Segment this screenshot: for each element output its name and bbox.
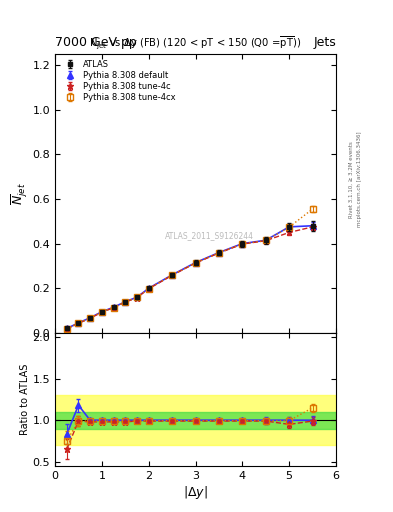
X-axis label: $|\Delta y|$: $|\Delta y|$ — [183, 483, 208, 501]
Text: N$_\mathregular{jet}$ vs $\Delta$y (FB) (120 < pT < 150 (Q0 =$\overline{\rm pT}$: N$_\mathregular{jet}$ vs $\Delta$y (FB) … — [90, 34, 301, 51]
Y-axis label: $\overline{N}_{jet}$: $\overline{N}_{jet}$ — [9, 182, 29, 205]
Text: Jets: Jets — [313, 36, 336, 49]
Text: ATLAS_2011_S9126244: ATLAS_2011_S9126244 — [165, 231, 254, 240]
Text: mcplots.cern.ch [arXiv:1306.3436]: mcplots.cern.ch [arXiv:1306.3436] — [357, 132, 362, 227]
Y-axis label: Ratio to ATLAS: Ratio to ATLAS — [20, 364, 29, 435]
Text: Rivet 3.1.10, ≥ 3.2M events: Rivet 3.1.10, ≥ 3.2M events — [349, 141, 353, 218]
Text: 7000 GeV pp: 7000 GeV pp — [55, 36, 137, 49]
Legend: ATLAS, Pythia 8.308 default, Pythia 8.308 tune-4c, Pythia 8.308 tune-4cx: ATLAS, Pythia 8.308 default, Pythia 8.30… — [59, 58, 178, 103]
